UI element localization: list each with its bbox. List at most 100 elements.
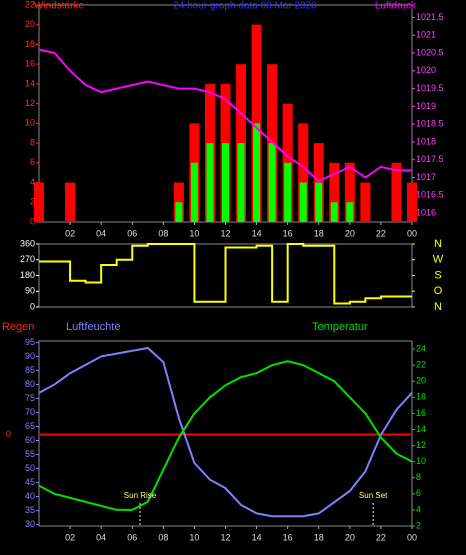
bar [329,162,340,222]
bar [34,182,44,222]
y-tick-label: 14 [25,78,35,88]
x-tick-label: 08 [158,228,168,238]
y-tick-label: 45 [25,477,35,487]
bar [206,143,214,222]
x-tick-label: 22 [376,228,386,238]
x-tick-label: 06 [127,532,137,542]
bar [237,143,245,222]
series-line [38,48,412,183]
x-tick-label: 10 [189,532,199,542]
y2-tick-label: 20 [416,376,426,386]
y-tick-label: 90 [25,286,35,296]
y-tick-label: 4 [30,177,35,187]
series-line [39,243,412,305]
y2-tick-label: 1016.5 [416,190,444,200]
y-tick-label: 65 [25,421,35,431]
y2-tick-label: N [434,301,442,313]
bar [360,182,371,222]
y2-axis-label: Luftdruck [375,1,417,12]
y-tick-label: 85 [25,365,35,375]
y2-tick-label: W [433,254,444,266]
x-tick-label: 12 [220,228,230,238]
legend-label: Luftfeuchte [66,321,120,333]
y-axis-label: Windstärke [34,1,84,12]
y2-tick-label: 10 [416,456,426,466]
y2-tick-label: 22 [416,360,426,370]
x-tick-label: 20 [345,228,355,238]
y2-tick-label: 4 [416,504,421,514]
legend-label: Regen [2,321,34,333]
y-tick-label: 360 [20,238,35,248]
y-tick-label: 0 [30,216,35,226]
y2-tick-label: 6 [416,488,421,498]
y-tick-label: 2 [30,197,35,207]
y2-tick-label: O [434,285,443,297]
y-tick-label: 60 [25,435,35,445]
x-tick-label: 22 [376,532,386,542]
bar [391,162,402,222]
y2-tick-label: 1020.5 [416,47,444,57]
bar [175,202,183,222]
bar [284,162,292,222]
x-tick-label: 00 [407,228,417,238]
y2-tick-label: 1017 [416,172,436,182]
x-tick-label: 04 [96,228,106,238]
x-tick-label: 18 [314,228,324,238]
y-tick-label: 50 [25,463,35,473]
bar [268,143,276,222]
bar [346,202,354,222]
y-tick-label: 80 [25,379,35,389]
y-tick-label: 10 [25,118,35,128]
y-tick-label: 18 [25,39,35,49]
y-tick-label: 30 [25,519,35,529]
y-tick-label: 8 [30,137,35,147]
y-tick-label: 75 [25,393,35,403]
y2-tick-label: 14 [416,424,426,434]
y2-tick-label: 1021 [416,30,436,40]
bar [344,162,355,222]
y-tick-label: 22 [25,0,35,9]
x-tick-label: 02 [65,228,75,238]
y2-tick-label: 8 [416,472,421,482]
y2-tick-label: S [434,269,441,281]
bar [253,123,261,222]
y-tick-label: 270 [20,254,35,264]
y2-tick-label: 1019.5 [416,83,444,93]
y2-tick-label: 1019 [416,101,436,111]
y2-tick-label: 1017.5 [416,154,444,164]
x-tick-label: 14 [252,228,262,238]
chart-title: 24 hour graph data 08 Mar 2020 [173,1,317,12]
y-tick-label: 55 [25,449,35,459]
bar [65,182,76,222]
bar [298,123,309,222]
series-line [38,346,413,518]
x-tick-label: 06 [127,228,137,238]
annotation: Sun Set [359,491,388,500]
bar [407,182,417,222]
x-tick-label: 16 [283,228,293,238]
annotation: Sun Rise [124,491,157,500]
y2-tick-label: 1018.5 [416,119,444,129]
y3-tick-label: 0 [6,429,11,439]
x-tick-label: 18 [314,532,324,542]
y-tick-label: 35 [25,505,35,515]
x-tick-label: 02 [65,532,75,542]
y2-tick-label: 1016 [416,207,436,217]
y-tick-label: 20 [25,19,35,29]
y2-tick-label: 1018 [416,136,436,146]
series-line [38,360,413,511]
y2-tick-label: 1020 [416,65,436,75]
y-tick-label: 0 [30,301,35,311]
y-tick-label: 16 [25,59,35,69]
bar [190,162,198,222]
x-tick-label: 12 [220,532,230,542]
legend-label: Temperatur [312,321,368,333]
x-tick-label: 00 [407,532,417,542]
y2-tick-label: 24 [416,343,426,353]
x-tick-label: 04 [96,532,106,542]
x-tick-label: 20 [345,532,355,542]
x-tick-label: 14 [252,532,262,542]
y2-tick-label: 2 [416,520,421,530]
